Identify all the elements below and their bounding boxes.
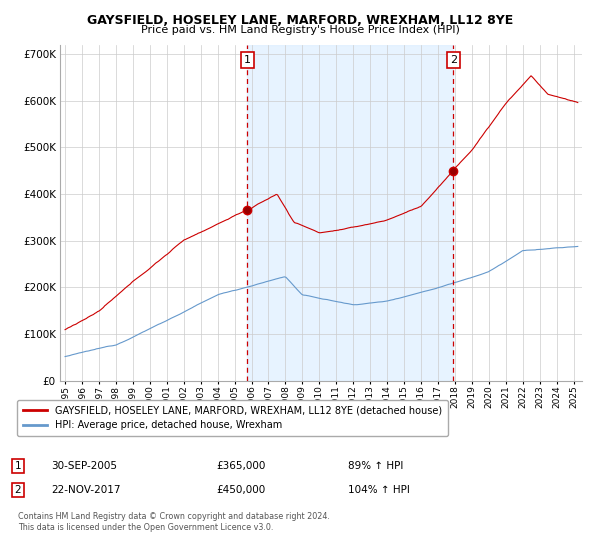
Text: 22-NOV-2017: 22-NOV-2017 <box>51 485 121 495</box>
Text: 104% ↑ HPI: 104% ↑ HPI <box>348 485 410 495</box>
Text: 1: 1 <box>14 461 22 471</box>
Text: Price paid vs. HM Land Registry's House Price Index (HPI): Price paid vs. HM Land Registry's House … <box>140 25 460 35</box>
Text: 30-SEP-2005: 30-SEP-2005 <box>51 461 117 471</box>
Text: 2: 2 <box>449 55 457 65</box>
Text: GAYSFIELD, HOSELEY LANE, MARFORD, WREXHAM, LL12 8YE: GAYSFIELD, HOSELEY LANE, MARFORD, WREXHA… <box>87 14 513 27</box>
Legend: GAYSFIELD, HOSELEY LANE, MARFORD, WREXHAM, LL12 8YE (detached house), HPI: Avera: GAYSFIELD, HOSELEY LANE, MARFORD, WREXHA… <box>17 400 448 436</box>
Text: 89% ↑ HPI: 89% ↑ HPI <box>348 461 403 471</box>
Bar <box>247 45 453 381</box>
Text: Contains HM Land Registry data © Crown copyright and database right 2024.
This d: Contains HM Land Registry data © Crown c… <box>18 512 330 532</box>
Text: 2: 2 <box>14 485 22 495</box>
Text: £450,000: £450,000 <box>216 485 265 495</box>
Text: 1: 1 <box>244 55 251 65</box>
Text: £365,000: £365,000 <box>216 461 265 471</box>
